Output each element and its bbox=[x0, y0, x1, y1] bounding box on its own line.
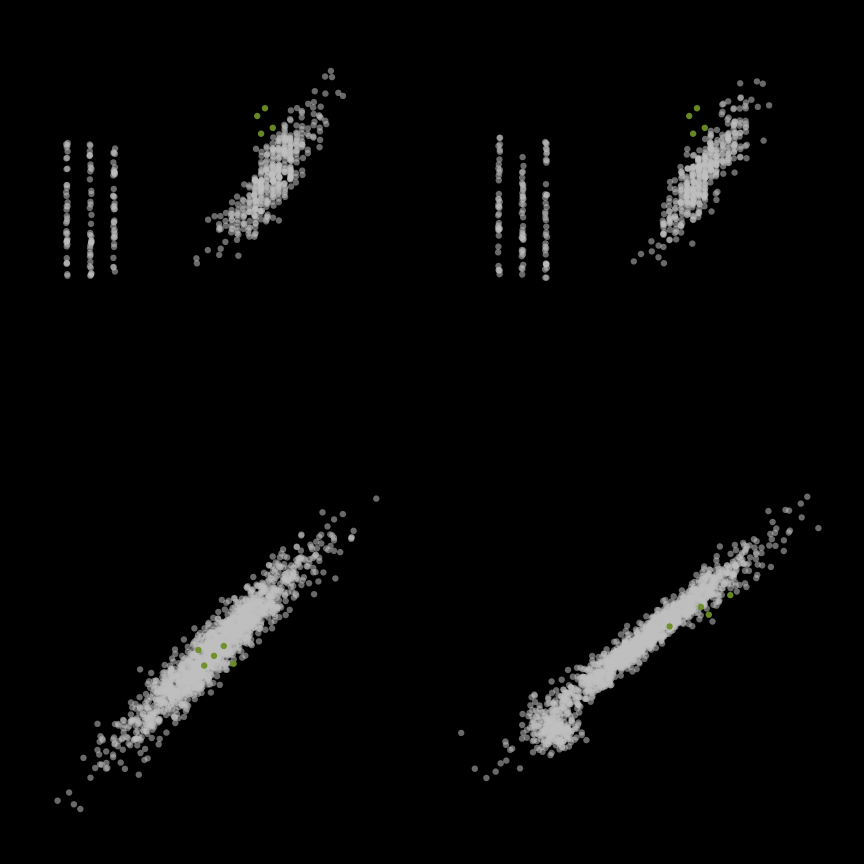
points-base bbox=[63, 68, 346, 279]
points-highlight bbox=[686, 105, 708, 137]
panel-top-left bbox=[0, 0, 432, 432]
scatter-grid bbox=[0, 0, 864, 864]
scatter-plot bbox=[432, 0, 864, 432]
points-base bbox=[495, 78, 772, 281]
scatter-plot bbox=[0, 0, 432, 432]
panel-bottom-right bbox=[432, 432, 864, 864]
points-highlight bbox=[254, 105, 276, 137]
points-base bbox=[54, 495, 379, 812]
panel-bottom-left bbox=[0, 432, 432, 864]
scatter-plot bbox=[432, 432, 864, 864]
panel-top-right bbox=[432, 0, 864, 432]
scatter-plot bbox=[0, 432, 432, 864]
points-base bbox=[458, 494, 822, 782]
